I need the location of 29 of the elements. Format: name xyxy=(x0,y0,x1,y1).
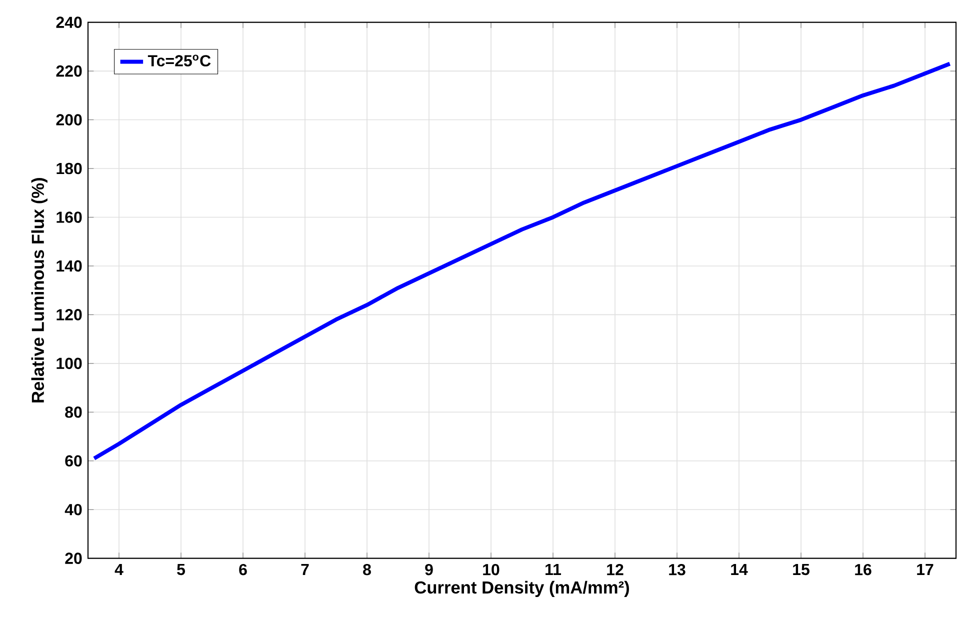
y-tick-label: 140 xyxy=(56,260,82,272)
x-axis-title: Current Density (mA/mm²) xyxy=(414,580,629,598)
x-tick-label: 6 xyxy=(239,564,247,576)
x-tick-label: 11 xyxy=(546,564,562,575)
y-tick-label: 240 xyxy=(56,16,82,28)
x-tick-label: 4 xyxy=(114,564,124,575)
y-tick-label: 60 xyxy=(65,455,82,467)
y-axis-title: Relative Luminous Flux (%) xyxy=(31,178,48,402)
y-tick-label: 120 xyxy=(56,309,82,320)
x-tick-label: 8 xyxy=(363,564,371,576)
x-tick-label: 13 xyxy=(669,564,686,576)
y-tick-label: 180 xyxy=(56,162,82,174)
y-tick-label: 20 xyxy=(65,552,82,564)
x-tick-label: 12 xyxy=(607,564,624,576)
x-tick-label: 14 xyxy=(731,564,748,575)
y-tick-label: 80 xyxy=(65,406,82,418)
x-tick-label: 16 xyxy=(855,564,872,576)
y-tick-label: 40 xyxy=(64,504,82,516)
y-tick-label: 200 xyxy=(56,114,82,126)
x-tick-label: 7 xyxy=(301,564,309,575)
y-tick-label: 220 xyxy=(56,65,82,77)
x-tick-label: 9 xyxy=(425,564,433,576)
y-tick-label: 100 xyxy=(56,358,82,370)
x-tick-label: 5 xyxy=(177,564,186,576)
x-tick-label: 15 xyxy=(793,564,810,576)
legend-label: Tc=25$^{o}$C xyxy=(148,54,211,66)
x-tick-label: 17 xyxy=(917,564,934,575)
y-tick-label: 160 xyxy=(56,212,82,223)
x-tick-label: 10 xyxy=(483,564,500,576)
